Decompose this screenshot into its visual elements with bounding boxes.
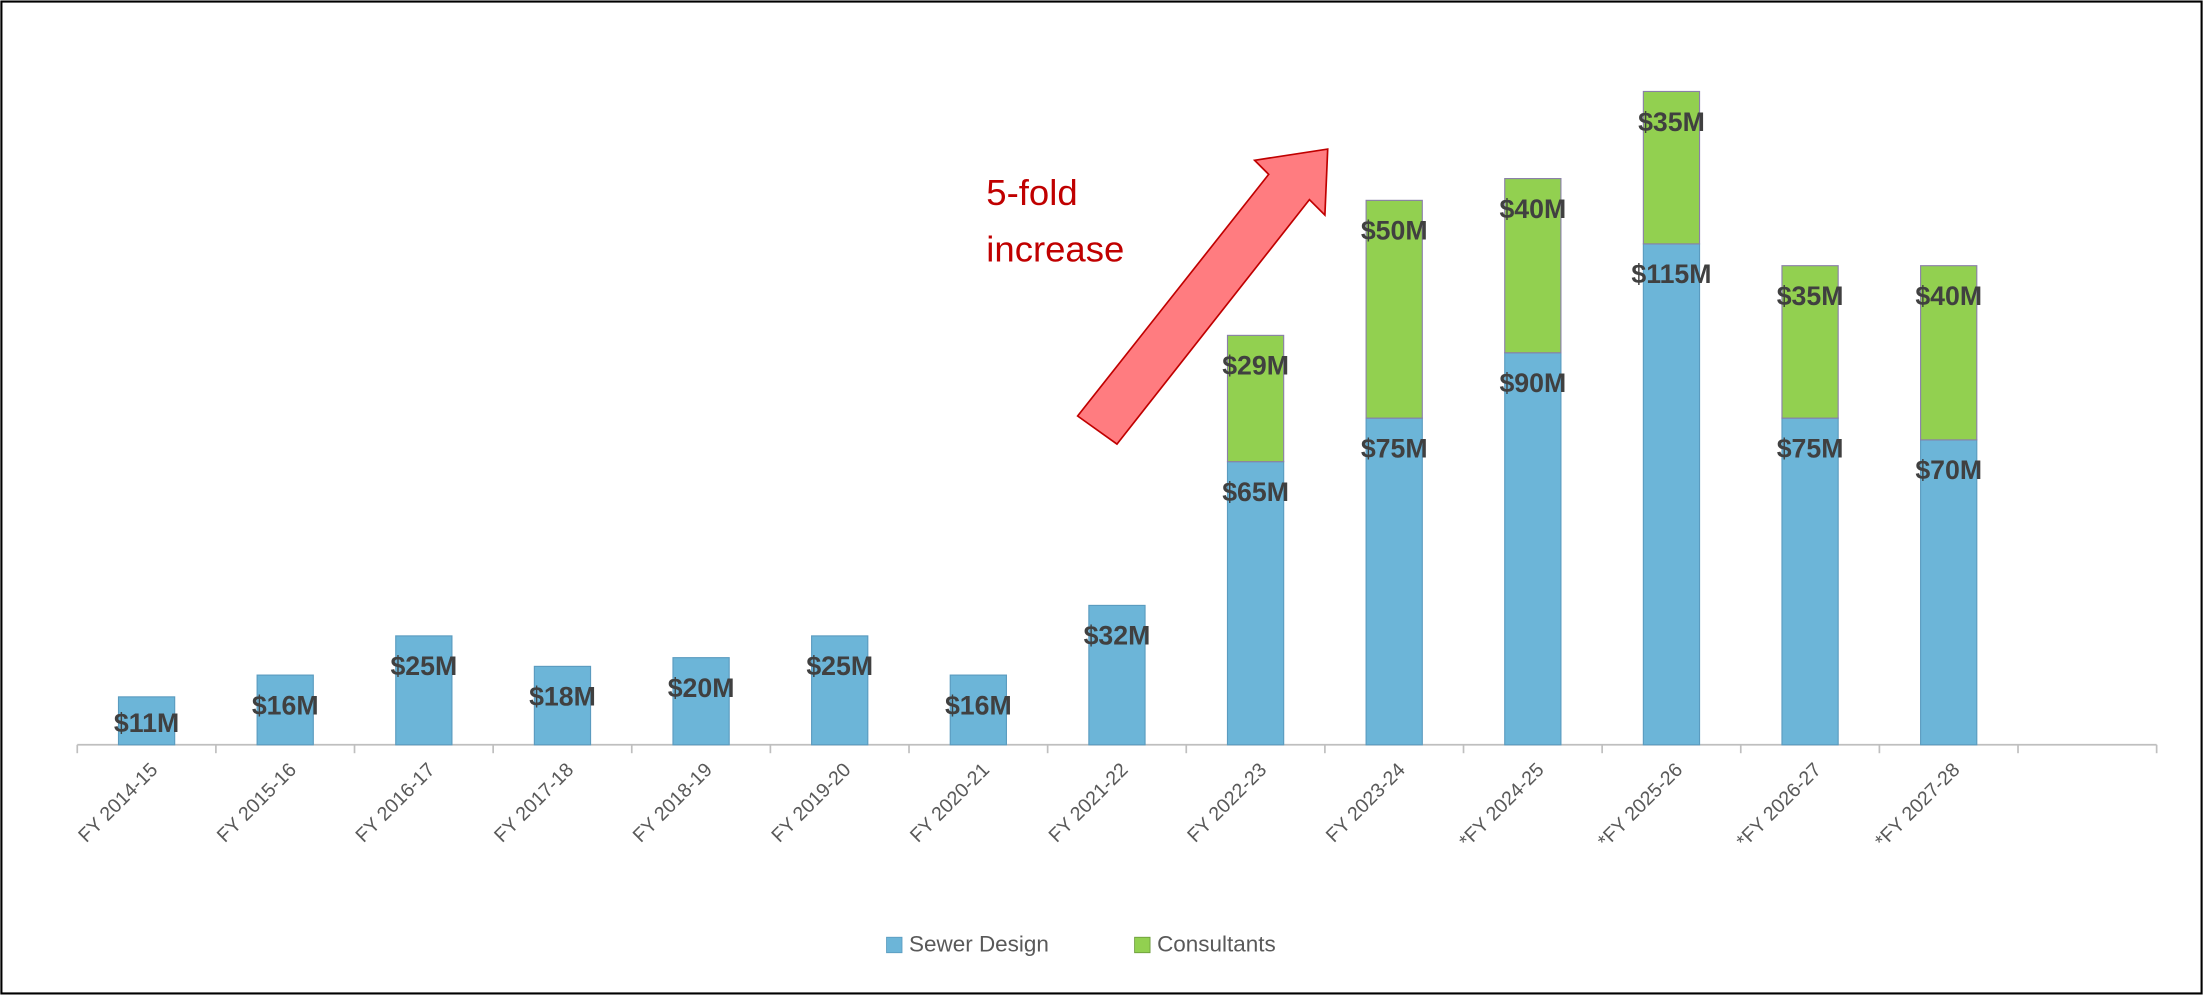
bar-segment [1504, 352, 1562, 746]
bar-segment [1088, 604, 1146, 746]
bar-segment [256, 674, 314, 746]
bar-segment [1365, 417, 1423, 746]
annotation-arrow [1076, 148, 1329, 446]
bar-segment [1920, 265, 1978, 441]
data-label: $35M [1777, 281, 1844, 311]
bar-segment [1365, 199, 1423, 419]
data-label: $70M [1915, 455, 1982, 485]
data-label: $35M [1638, 107, 1705, 137]
bar-segment [1504, 178, 1562, 354]
bar-segment [1781, 265, 1839, 419]
legend-label: Consultants [1157, 932, 1276, 957]
data-label: $115M [1631, 259, 1711, 289]
bar-segment [1642, 90, 1701, 245]
bar-segment [117, 696, 176, 746]
bar-segment [811, 635, 869, 746]
data-label: $75M [1777, 433, 1844, 463]
bar-segment [395, 635, 453, 746]
data-label: $90M [1499, 368, 1566, 398]
bar-segment [672, 657, 730, 746]
bar-segment [1781, 417, 1839, 746]
annotation-line: 5-fold [986, 172, 1077, 213]
data-label: $20M [668, 673, 735, 703]
data-label: $18M [529, 682, 596, 712]
legend-swatch [886, 936, 903, 954]
annotation-line: increase [986, 228, 1124, 269]
data-label: $16M [945, 690, 1012, 720]
data-label: $32M [1084, 621, 1151, 651]
data-label: $40M [1915, 281, 1982, 311]
data-label: $25M [390, 651, 457, 681]
data-label: $25M [806, 651, 873, 681]
bar-segment [1226, 334, 1285, 463]
bar-segment [949, 674, 1007, 746]
data-label: $29M [1222, 351, 1289, 381]
data-label: $75M [1361, 433, 1428, 463]
legend-label: Sewer Design [909, 932, 1049, 957]
bar-segment [1920, 439, 1978, 746]
bar-segment [533, 665, 592, 746]
data-label: $40M [1499, 194, 1566, 224]
data-label: $50M [1361, 216, 1428, 246]
data-label: $16M [252, 690, 319, 720]
bar-segment [1642, 243, 1701, 746]
data-label: $65M [1222, 477, 1289, 507]
bar-segment [1226, 461, 1285, 746]
legend-swatch [1134, 936, 1151, 954]
data-label: $11M [114, 708, 179, 738]
